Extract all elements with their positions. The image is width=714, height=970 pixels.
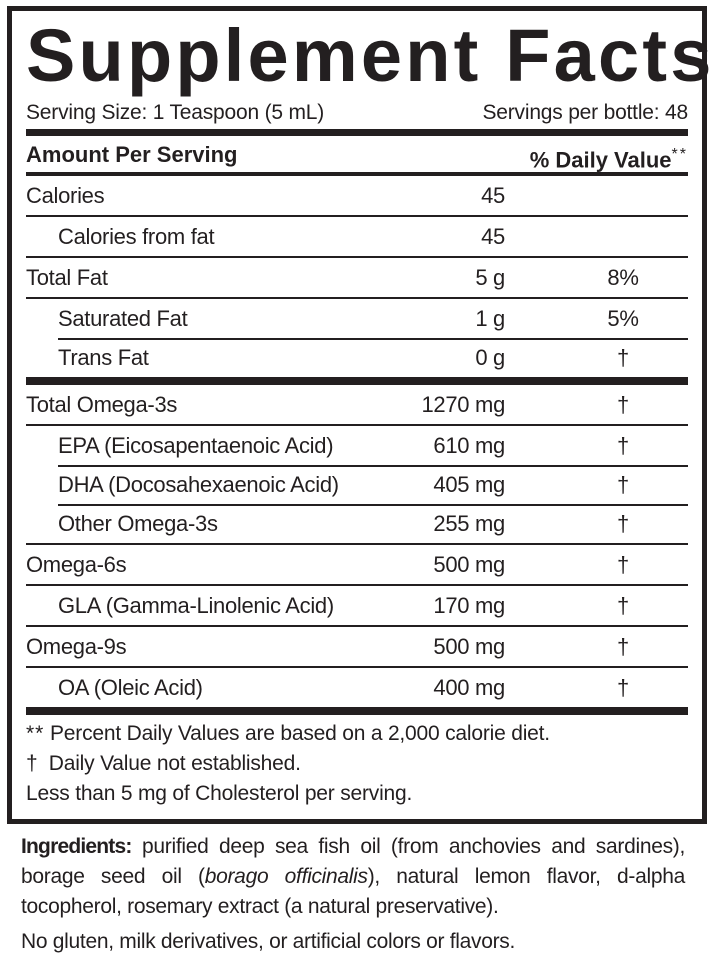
amount-header: Amount Per Serving — [26, 142, 238, 167]
nutrient-row: Saturated Fat 1 g 5% — [26, 299, 688, 340]
nutrient-amount: 255 mg — [433, 511, 505, 536]
dv-header: % Daily Value** — [530, 136, 688, 172]
nutrient-row: Calories from fat 45 — [26, 217, 688, 258]
nutrient-label: GLA (Gamma-Linolenic Acid) — [58, 593, 334, 618]
nutrient-row: Total Fat 5 g 8% — [26, 258, 688, 299]
nutrient-amount: 500 mg — [433, 634, 505, 659]
footnote-cholesterol: Less than 5 mg of Cholesterol per servin… — [26, 782, 413, 805]
footnotes: ** Percent Daily Values are based on a 2… — [26, 715, 688, 809]
nutrient-daily-value: † — [617, 675, 629, 700]
nutrient-daily-value: † — [617, 472, 629, 497]
nutrient-amount: 5 g — [475, 265, 505, 290]
nutrient-daily-value: † — [617, 345, 629, 370]
nutrient-row: Omega-9s 500 mg † — [26, 627, 688, 668]
nutrient-row: Other Omega-3s 255 mg † — [26, 504, 688, 545]
nutrient-row: Trans Fat 0 g † — [26, 338, 688, 377]
nutrient-row: DHA (Docosahexaenoic Acid) 405 mg † — [26, 465, 688, 506]
nutrient-label: Omega-6s — [26, 552, 127, 577]
divider-medium — [26, 172, 688, 176]
ingredients: Ingredients: purified deep sea fish oil … — [21, 832, 685, 922]
nutrient-label: Calories — [26, 183, 105, 208]
nutrient-daily-value: 8% — [607, 265, 639, 290]
nutrient-amount: 405 mg — [433, 472, 505, 497]
nutrient-daily-value: † — [617, 634, 629, 659]
nutrient-label: DHA (Docosahexaenoic Acid) — [58, 472, 339, 497]
nutrient-label: EPA (Eicosapentaenoic Acid) — [58, 433, 334, 458]
nutrient-amount: 610 mg — [433, 433, 505, 458]
nutrient-daily-value: † — [617, 511, 629, 536]
nutrient-label: Calories from fat — [58, 224, 215, 249]
nutrient-label: Trans Fat — [58, 345, 149, 370]
serving-size: Serving Size: 1 Teaspoon (5 mL) — [26, 101, 325, 124]
nutrient-daily-value: † — [617, 392, 629, 417]
footnote-dagger: † Daily Value not established. — [26, 749, 688, 779]
footnote-dv-text: Percent Daily Values are based on a 2,00… — [44, 722, 550, 745]
dv-header-mark: ** — [671, 146, 688, 163]
nutrient-daily-value: † — [617, 552, 629, 577]
nutrient-label: Total Fat — [26, 265, 108, 290]
nutrient-daily-value: 5% — [607, 306, 639, 331]
nutrient-amount: 500 mg — [433, 552, 505, 577]
nutrient-label: Saturated Fat — [58, 306, 188, 331]
nutrient-label: Total Omega-3s — [26, 392, 178, 417]
nutrient-amount: 0 g — [475, 345, 505, 370]
ingredients-label: Ingredients: — [21, 835, 132, 858]
footnote-dv-mark: ** — [26, 722, 45, 745]
nutrient-amount: 1 g — [475, 306, 505, 331]
dv-header-label: % Daily Value — [529, 147, 672, 173]
table-header: Amount Per Serving % Daily Value** — [26, 136, 688, 172]
supplement-facts-panel: Supplement Facts Serving Size: 1 Teaspoo… — [7, 6, 714, 824]
nutrient-amount: 170 mg — [433, 593, 505, 618]
panel-title: Supplement Facts — [26, 14, 714, 97]
nutrient-row: Omega-6s 500 mg † — [26, 545, 688, 586]
serving-info: Serving Size: 1 Teaspoon (5 mL) Servings… — [26, 99, 688, 129]
divider-thick — [26, 129, 688, 136]
footnote-dagger-mark: † — [26, 752, 38, 775]
footnote-dv: ** Percent Daily Values are based on a 2… — [26, 719, 688, 749]
divider-thick — [26, 707, 688, 715]
nutrient-amount: 400 mg — [433, 675, 505, 700]
nutrient-amount: 1270 mg — [421, 392, 505, 417]
nutrient-label: Omega-9s — [26, 634, 127, 659]
nutrient-label: OA (Oleic Acid) — [58, 675, 203, 700]
nutrient-row: EPA (Eicosapentaenoic Acid) 610 mg † — [26, 426, 688, 467]
nutrient-amount: 45 — [481, 183, 505, 208]
nutrient-daily-value: † — [617, 433, 629, 458]
nutrient-label: Other Omega-3s — [58, 511, 218, 536]
ingredients-text-2: ), natural lemon flavor, d-alpha tocophe… — [21, 865, 685, 918]
divider-thick — [26, 377, 688, 385]
nutrient-row: GLA (Gamma-Linolenic Acid) 170 mg † — [26, 586, 688, 627]
free-from-statement: No gluten, milk derivatives, or artifici… — [21, 930, 516, 953]
ingredients-text-1: purified deep sea fish oil (from anchovi… — [21, 835, 685, 888]
nutrient-row: OA (Oleic Acid) 400 mg † — [26, 668, 688, 707]
ingredients-italic: borago officinalis — [204, 865, 368, 888]
nutrient-amount: 45 — [481, 224, 505, 249]
nutrient-daily-value: † — [617, 593, 629, 618]
servings-per-container: Servings per bottle: 48 — [482, 101, 688, 124]
nutrient-row: Calories 45 — [26, 176, 688, 217]
nutrient-row: Total Omega-3s 1270 mg † — [26, 385, 688, 426]
footnote-dagger-text: Daily Value not established. — [37, 752, 301, 775]
